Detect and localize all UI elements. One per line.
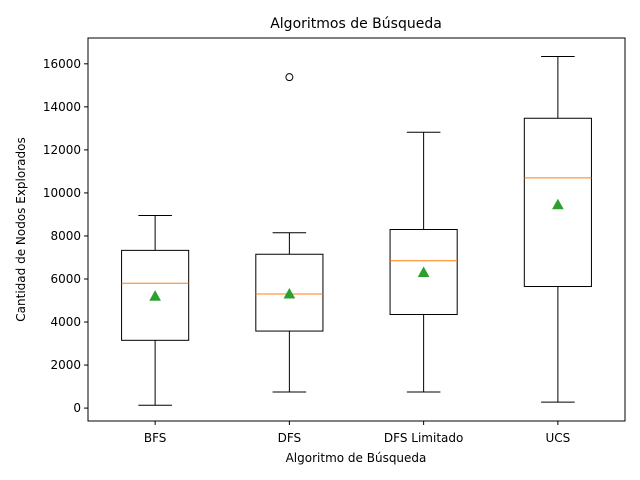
mean-marker — [417, 266, 430, 278]
y-tick-label: 12000 — [43, 143, 81, 157]
y-axis-label: Cantidad de Nodos Explorados — [14, 137, 28, 321]
chart-title: Algoritmos de Búsqueda — [270, 16, 442, 32]
mean-marker — [552, 198, 564, 210]
mean-marker — [283, 288, 296, 299]
box-iqr — [255, 253, 324, 332]
y-tick-label: 10000 — [43, 186, 81, 200]
y-tick-label: 14000 — [43, 100, 81, 114]
y-tick-label: 16000 — [43, 57, 81, 71]
y-tick-label: 6000 — [50, 272, 81, 286]
mean-marker — [149, 290, 161, 301]
x-tick-label: BFS — [144, 431, 167, 445]
x-tick-label: DFS Limitado — [384, 431, 463, 445]
y-tick-label: 0 — [73, 401, 81, 415]
outlier-point — [285, 73, 294, 82]
box-iqr — [121, 249, 190, 341]
y-tick-label: 8000 — [50, 229, 81, 243]
box-iqr — [389, 229, 458, 315]
y-tick-label: 2000 — [50, 358, 81, 372]
x-tick-label: DFS — [278, 431, 302, 445]
box-iqr — [523, 117, 592, 288]
plot-frame — [87, 37, 626, 422]
y-tick-label: 4000 — [50, 315, 81, 329]
x-tick-label: UCS — [545, 431, 570, 445]
x-axis-label: Algoritmo de Búsqueda — [286, 451, 427, 465]
